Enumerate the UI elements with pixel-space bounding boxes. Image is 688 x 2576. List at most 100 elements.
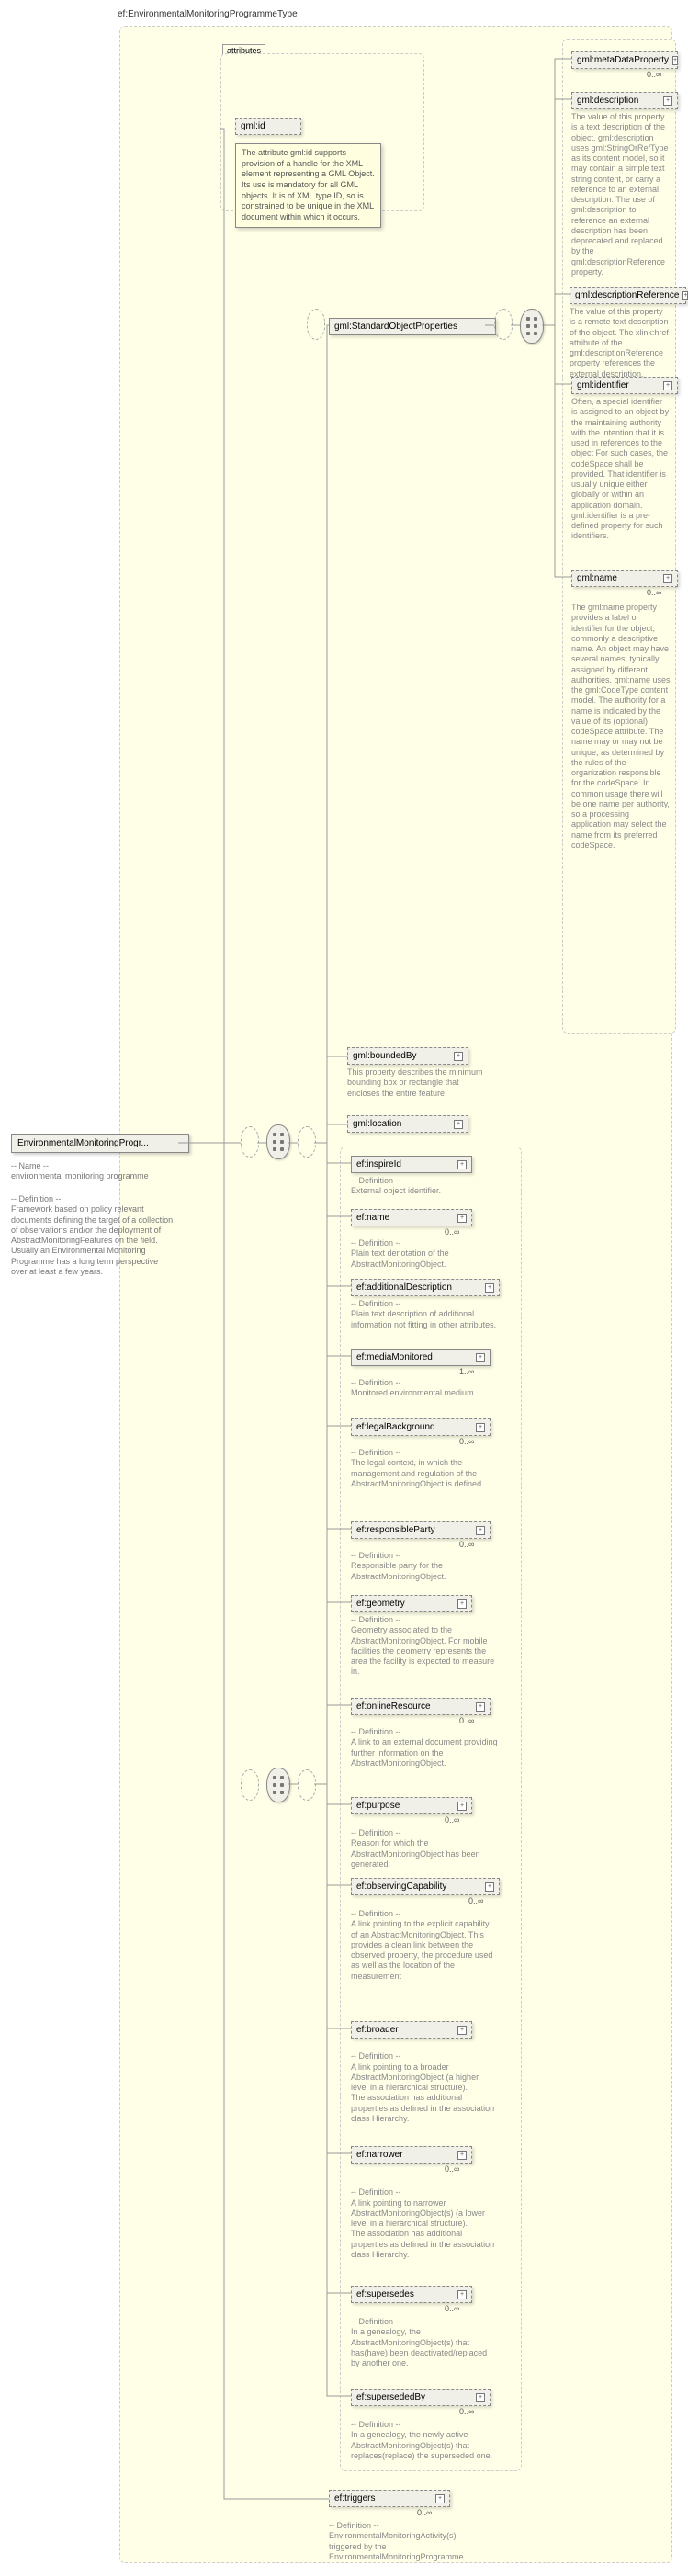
media-desc: -- Definition --Monitored environmental …: [351, 1378, 498, 1399]
geometry-node[interactable]: ef:geometry +: [351, 1595, 472, 1612]
identifier-label: gml:identifier: [577, 380, 629, 390]
gmlid-node[interactable]: gml:id: [235, 118, 301, 135]
efname-label: ef:name: [356, 1213, 389, 1223]
ell-f1: [241, 1769, 259, 1801]
std-seq-icon: [520, 309, 544, 344]
expand-icon[interactable]: +: [663, 381, 672, 390]
supersededby-node[interactable]: ef:supersededBy +: [351, 2389, 491, 2406]
supersededby-label: ef:supersededBy: [356, 2392, 425, 2402]
root-element-label: EnvironmentalMonitoringProgr...: [17, 1138, 183, 1148]
expand-icon[interactable]: +: [476, 1353, 485, 1362]
triggers-card: 0..∞: [417, 2508, 432, 2517]
root-element[interactable]: EnvironmentalMonitoringProgr...: [11, 1134, 189, 1153]
purpose-label: ef:purpose: [356, 1801, 400, 1811]
triggers-node[interactable]: ef:triggers +: [329, 2490, 450, 2507]
description-desc: The value of this property is a text des…: [571, 112, 671, 277]
inspireid-desc: -- Definition --External object identifi…: [351, 1176, 498, 1197]
efname-node[interactable]: ef:name +: [351, 1209, 472, 1226]
boundedby-desc: This property describes the minimum boun…: [347, 1068, 485, 1099]
gmlname-card: 0..∞: [647, 588, 661, 597]
identifier-desc: Often, a special identifier is assigned …: [571, 397, 671, 542]
obscap-label: ef:observingCapability: [356, 1881, 446, 1892]
root-name-annotation: -- Name -- environmental monitoring prog…: [11, 1161, 176, 1182]
supersededby-desc: -- Definition --In a genealogy, the newl…: [351, 2420, 498, 2461]
legal-card: 0..∞: [459, 1437, 474, 1446]
purpose-card: 0..∞: [445, 1815, 459, 1825]
adddesc-node[interactable]: ef:additionalDescription +: [351, 1279, 500, 1296]
main-sequence-icon: [266, 1124, 290, 1159]
expand-icon[interactable]: +: [457, 2151, 467, 2160]
supersedes-label: ef:supersedes: [356, 2289, 414, 2299]
metadata-node[interactable]: gml:metaDataProperty +: [571, 51, 678, 69]
expand-icon[interactable]: +: [663, 96, 672, 106]
legal-desc: -- Definition --The legal context, in wh…: [351, 1448, 498, 1489]
responsible-card: 0..∞: [459, 1540, 474, 1549]
ell-1: [241, 1126, 259, 1158]
std-right-ell: [494, 309, 513, 340]
efname-desc: -- Definition --Plain text denotation of…: [351, 1238, 498, 1270]
expand-icon[interactable]: +: [457, 1160, 467, 1169]
expand-icon[interactable]: +: [457, 1214, 467, 1223]
obscap-node[interactable]: ef:observingCapability +: [351, 1878, 500, 1895]
supersedes-desc: -- Definition --In a genealogy, the Abst…: [351, 2317, 498, 2368]
gmlname-label: gml:name: [577, 573, 617, 583]
expand-icon[interactable]: +: [672, 56, 678, 65]
adddesc-label: ef:additionalDescription: [356, 1282, 452, 1293]
expand-icon[interactable]: +: [485, 1283, 494, 1293]
geometry-desc: -- Definition --Geometry associated to t…: [351, 1615, 498, 1678]
std-group-node[interactable]: gml:StandardObjectProperties: [329, 318, 496, 335]
expand-icon[interactable]: +: [682, 291, 688, 300]
identifier-node[interactable]: gml:identifier +: [571, 377, 678, 394]
expand-icon[interactable]: +: [454, 1120, 463, 1129]
descref-label: gml:descriptionReference: [575, 290, 679, 300]
broader-desc: -- Definition --A link pointing to a bro…: [351, 2041, 498, 2124]
expand-icon[interactable]: +: [457, 1802, 467, 1811]
feature-seq-icon: [266, 1768, 290, 1802]
narrower-card: 0..∞: [445, 2164, 459, 2174]
obscap-card: 0..∞: [468, 1896, 483, 1905]
supersedes-node[interactable]: ef:supersedes +: [351, 2286, 472, 2303]
expand-icon[interactable]: +: [476, 1526, 485, 1535]
expand-icon[interactable]: +: [435, 2494, 445, 2503]
descref-node[interactable]: gml:descriptionReference +: [570, 287, 686, 304]
gmlname-desc: The gml:name property provides a label o…: [571, 603, 671, 851]
boundedby-label: gml:boundedBy: [353, 1051, 417, 1061]
expand-icon[interactable]: +: [454, 1052, 463, 1061]
online-desc: -- Definition --A link to an external do…: [351, 1727, 498, 1768]
inspireid-node[interactable]: ef:inspireId +: [351, 1156, 472, 1173]
location-node[interactable]: gml:location +: [347, 1115, 468, 1133]
media-node[interactable]: ef:mediaMonitored +: [351, 1349, 491, 1366]
expand-icon[interactable]: +: [476, 1702, 485, 1712]
broader-label: ef:broader: [356, 2025, 399, 2035]
gmlid-label: gml:id: [241, 121, 265, 131]
expand-icon[interactable]: +: [663, 574, 672, 583]
gmlname-node[interactable]: gml:name +: [571, 570, 678, 587]
expand-icon[interactable]: +: [457, 2290, 467, 2299]
boundedby-node[interactable]: gml:boundedBy +: [347, 1047, 468, 1065]
expand-icon[interactable]: +: [476, 1423, 485, 1432]
expand-icon[interactable]: +: [457, 2026, 467, 2035]
inspireid-label: ef:inspireId: [356, 1159, 401, 1169]
expand-icon[interactable]: +: [476, 2393, 485, 2402]
metadata-card: 0..∞: [647, 70, 661, 79]
online-node[interactable]: ef:onlineResource +: [351, 1698, 491, 1715]
expand-icon[interactable]: +: [485, 1882, 494, 1892]
description-node[interactable]: gml:description +: [571, 92, 678, 109]
supersededby-card: 0..∞: [459, 2407, 474, 2416]
std-left-ell: [307, 309, 325, 340]
triggers-desc: -- Definition --EnvironmentalMonitoringA…: [329, 2521, 476, 2562]
gmlid-tooltip: The attribute gml:id supports provision …: [235, 143, 381, 228]
expand-icon[interactable]: +: [457, 1599, 467, 1609]
ell-f2: [298, 1769, 316, 1801]
descref-desc: The value of this property is a remote t…: [570, 307, 671, 379]
online-card: 0..∞: [459, 1716, 474, 1725]
legal-label: ef:legalBackground: [356, 1422, 435, 1432]
purpose-node[interactable]: ef:purpose +: [351, 1797, 472, 1814]
responsible-node[interactable]: ef:responsibleParty +: [351, 1521, 491, 1539]
legal-node[interactable]: ef:legalBackground +: [351, 1418, 491, 1436]
narrower-node[interactable]: ef:narrower +: [351, 2146, 472, 2164]
broader-node[interactable]: ef:broader +: [351, 2021, 472, 2039]
responsible-desc: -- Definition --Responsible party for th…: [351, 1551, 498, 1582]
adddesc-desc: -- Definition --Plain text description o…: [351, 1299, 498, 1330]
supersedes-card: 0..∞: [445, 2304, 459, 2313]
